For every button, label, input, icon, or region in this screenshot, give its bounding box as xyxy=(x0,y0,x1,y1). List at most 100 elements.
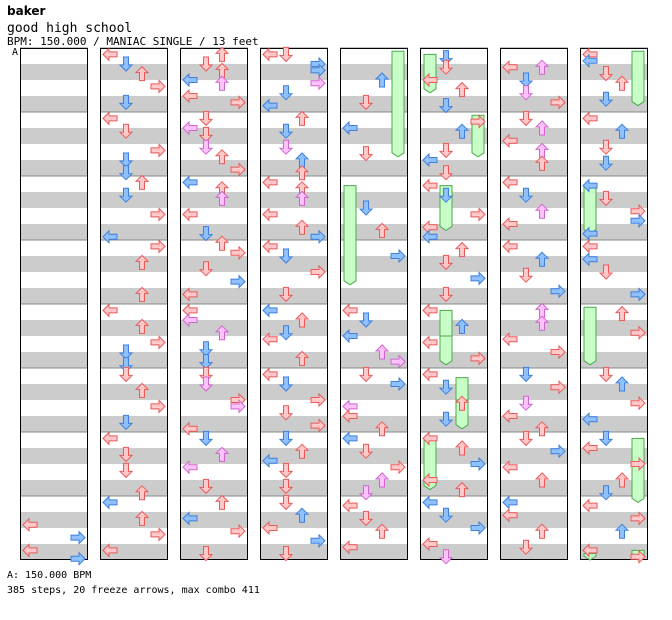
step-arrow-right xyxy=(230,274,246,289)
step-arrow-left xyxy=(502,59,518,75)
step-arrow-down xyxy=(438,165,454,181)
step-arrow-down xyxy=(598,155,614,171)
step-arrow-left xyxy=(262,47,278,62)
step-arrow-left xyxy=(342,120,358,136)
beat-stripe xyxy=(20,320,88,336)
step-arrow-left xyxy=(422,472,438,488)
step-arrow-left xyxy=(502,216,518,232)
step-arrow-right xyxy=(390,248,406,264)
beat-stripe xyxy=(340,192,408,208)
beat-stripe xyxy=(180,64,248,80)
step-arrow-left xyxy=(422,536,438,552)
step-arrow-up xyxy=(454,81,470,98)
step-arrow-left xyxy=(182,312,198,328)
step-arrow-down xyxy=(278,46,294,63)
step-arrow-up xyxy=(374,72,390,88)
beat-stripe xyxy=(420,64,488,80)
beat-stripe xyxy=(500,160,568,176)
step-arrow-up xyxy=(454,318,470,334)
step-arrow-up xyxy=(214,325,230,341)
column-border xyxy=(20,48,88,560)
step-arrow-up xyxy=(134,65,150,82)
step-arrow-left xyxy=(502,331,518,347)
beat-stripe xyxy=(500,192,568,208)
step-arrow-down xyxy=(118,123,134,139)
beat-stripe xyxy=(420,256,488,272)
step-arrow-down xyxy=(518,187,534,203)
step-arrow-right xyxy=(310,229,326,245)
beat-stripe xyxy=(180,128,248,144)
step-arrow-up xyxy=(294,165,310,181)
step-arrow-up xyxy=(374,523,390,539)
beat-stripe xyxy=(180,384,248,400)
step-arrow-down xyxy=(278,85,294,101)
step-arrow-right xyxy=(230,95,246,110)
step-arrow-down xyxy=(118,56,134,72)
step-arrow-left xyxy=(342,303,358,318)
player-name: baker xyxy=(7,4,46,18)
step-arrow-left xyxy=(262,98,278,113)
beat-stripe xyxy=(340,160,408,176)
step-arrow-right xyxy=(310,533,326,549)
column-border xyxy=(100,48,168,560)
step-arrow-down xyxy=(438,549,454,565)
beat-stripe xyxy=(580,384,648,400)
step-arrow-left xyxy=(22,517,38,533)
step-arrow-right xyxy=(310,63,326,78)
step-arrow-left xyxy=(262,331,278,347)
column-border xyxy=(260,48,328,560)
step-arrow-left xyxy=(502,239,518,254)
step-arrow-up xyxy=(214,190,230,206)
freeze-arrow-left xyxy=(583,553,597,561)
beat-stripe xyxy=(260,192,328,208)
beat-stripe xyxy=(420,448,488,464)
step-arrow-left xyxy=(22,543,38,558)
step-arrow-down xyxy=(198,376,214,392)
step-arrow-right xyxy=(630,395,646,411)
chart-meta: BPM: 150.000 / MANIAC SINGLE / 13 feet xyxy=(7,35,259,48)
step-arrow-down xyxy=(358,312,374,328)
step-arrow-left xyxy=(422,152,438,168)
beat-stripe xyxy=(580,352,648,368)
step-arrow-down xyxy=(278,546,294,562)
beat-stripe xyxy=(420,96,488,112)
step-arrow-right xyxy=(470,520,486,536)
step-arrow-down xyxy=(198,354,214,370)
step-arrow-up xyxy=(374,472,390,488)
beat-stripe xyxy=(260,256,328,272)
step-arrow-left xyxy=(502,507,518,523)
beat-stripe xyxy=(420,288,488,304)
step-arrow-down xyxy=(598,366,614,383)
beat-stripe xyxy=(500,480,568,496)
step-arrow-up xyxy=(134,286,150,302)
step-arrow-down xyxy=(118,344,134,360)
step-arrow-down xyxy=(198,126,214,143)
step-arrow-down xyxy=(438,98,454,114)
beat-stripe xyxy=(340,448,408,464)
step-arrow-down xyxy=(278,139,294,155)
step-arrow-down xyxy=(518,395,534,411)
step-arrow-down xyxy=(438,254,454,271)
step-arrow-left xyxy=(262,453,278,469)
beat-stripe xyxy=(580,64,648,80)
step-arrow-down xyxy=(278,462,294,479)
step-arrow-left xyxy=(262,303,278,318)
step-arrow-up xyxy=(214,46,230,62)
beat-stripe xyxy=(100,96,168,112)
step-arrow-left xyxy=(582,440,598,456)
beat-stripe xyxy=(100,288,168,304)
step-arrow-right xyxy=(630,549,646,565)
beat-stripe xyxy=(340,96,408,112)
beat-stripe xyxy=(100,128,168,144)
step-arrow-left xyxy=(102,543,118,558)
beat-stripe xyxy=(580,448,648,464)
step-arrow-down xyxy=(438,59,454,75)
beat-stripe xyxy=(180,192,248,208)
freeze-arrow-down xyxy=(439,335,453,366)
step-arrow-down xyxy=(198,56,214,72)
step-arrow-up xyxy=(134,510,150,526)
step-arrow-left xyxy=(342,408,358,424)
beat-stripe xyxy=(420,480,488,496)
step-arrow-left xyxy=(102,431,118,446)
step-arrow-left xyxy=(102,303,118,318)
